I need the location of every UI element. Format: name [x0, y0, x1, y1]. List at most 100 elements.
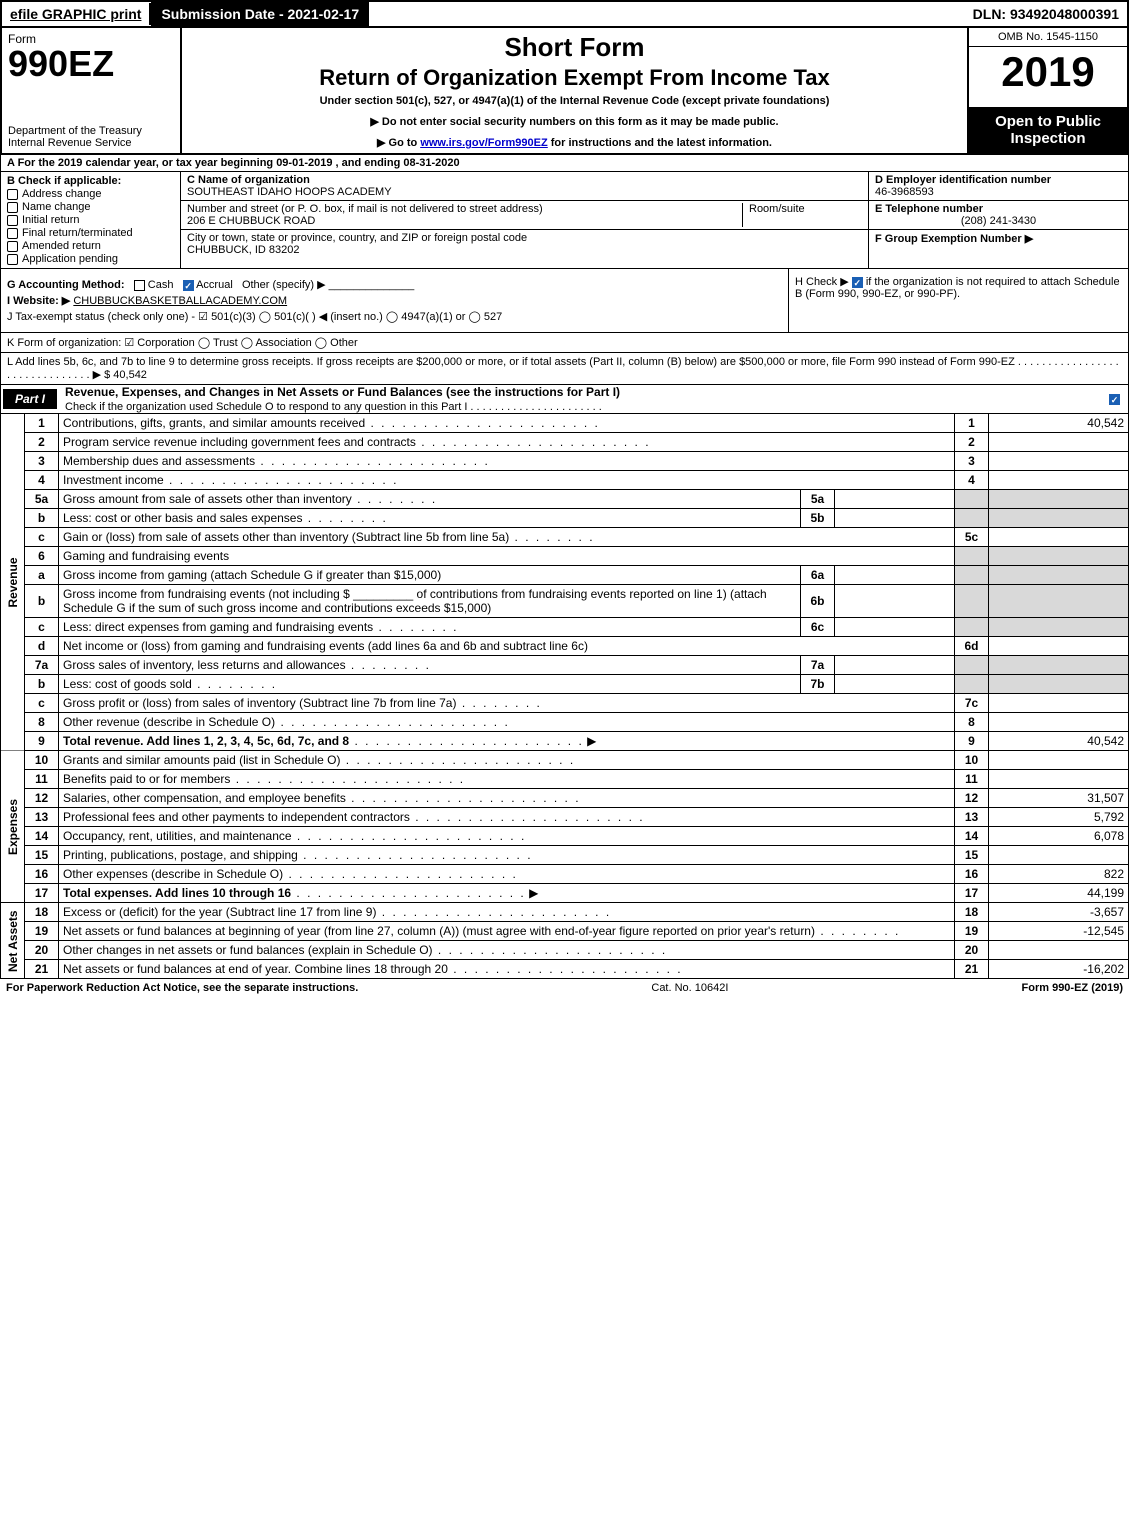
mini-5a: 5a: [801, 490, 835, 509]
desc-17: Total expenses. Add lines 10 through 16: [63, 886, 291, 900]
shade-6b: [955, 585, 989, 618]
minival-5a: [835, 490, 955, 509]
phone: (208) 241-3430: [875, 215, 1122, 227]
ein: 46-3968593: [875, 186, 934, 198]
ln-9: 9: [25, 732, 59, 751]
section-def: D Employer identification number 46-3968…: [868, 172, 1128, 268]
num-10: 10: [955, 751, 989, 770]
chk-amended-return[interactable]: Amended return: [7, 240, 174, 252]
chk-cash[interactable]: [134, 280, 145, 291]
room-suite: Room/suite: [742, 203, 862, 227]
num-4: 4: [955, 471, 989, 490]
ln-11: 11: [25, 770, 59, 789]
shadeval-6c: [989, 618, 1129, 637]
chk-initial-return[interactable]: Initial return: [7, 214, 174, 226]
goto-line: ▶ Go to www.irs.gov/Form990EZ for instru…: [192, 136, 957, 149]
table-row: 9 Total revenue. Add lines 1, 2, 3, 4, 5…: [1, 732, 1129, 751]
shade-5b: [955, 509, 989, 528]
shadeval-7a: [989, 656, 1129, 675]
return-title: Return of Organization Exempt From Incom…: [192, 65, 957, 91]
g-block: G Accounting Method: Cash Accrual Other …: [1, 269, 788, 332]
table-row: a Gross income from gaming (attach Sched…: [1, 566, 1129, 585]
chk-final-return[interactable]: Final return/terminated: [7, 227, 174, 239]
part1-table: Revenue 1 Contributions, gifts, grants, …: [0, 414, 1129, 979]
table-row: 17 Total expenses. Add lines 10 through …: [1, 884, 1129, 903]
val-3: [989, 452, 1129, 471]
ln-6: 6: [25, 547, 59, 566]
table-row: 21 Net assets or fund balances at end of…: [1, 960, 1129, 979]
cat-no: Cat. No. 10642I: [651, 982, 728, 994]
val-17: 44,199: [989, 884, 1129, 903]
omb-number: OMB No. 1545-1150: [969, 28, 1127, 47]
mini-6a: 6a: [801, 566, 835, 585]
chk-schedule-o[interactable]: [1109, 394, 1120, 405]
ln-5c: c: [25, 528, 59, 547]
ln-2: 2: [25, 433, 59, 452]
desc-18: Excess or (deficit) for the year (Subtra…: [63, 905, 611, 919]
mini-7b: 7b: [801, 675, 835, 694]
num-15: 15: [955, 846, 989, 865]
website-row: I Website: ▶ CHUBBUCKBASKETBALLACADEMY.C…: [7, 294, 782, 307]
table-row: 8 Other revenue (describe in Schedule O)…: [1, 713, 1129, 732]
desc-2: Program service revenue including govern…: [63, 435, 651, 449]
header-right: OMB No. 1545-1150 2019 Open to Public In…: [967, 28, 1127, 153]
desc-15: Printing, publications, postage, and shi…: [63, 848, 533, 862]
ln-8: 8: [25, 713, 59, 732]
chk-schedule-b[interactable]: [852, 277, 863, 288]
num-19: 19: [955, 922, 989, 941]
minival-6c: [835, 618, 955, 637]
table-row: d Net income or (loss) from gaming and f…: [1, 637, 1129, 656]
ln-6a: a: [25, 566, 59, 585]
shade-6: [955, 547, 989, 566]
shadeval-6a: [989, 566, 1129, 585]
num-7c: 7c: [955, 694, 989, 713]
table-row: 19 Net assets or fund balances at beginn…: [1, 922, 1129, 941]
tax-year: 2019: [969, 47, 1127, 97]
efile-print-link[interactable]: efile GRAPHIC print: [2, 3, 151, 25]
chk-application-pending[interactable]: Application pending: [7, 253, 174, 265]
ln-6c: c: [25, 618, 59, 637]
row-k: K Form of organization: ☑ Corporation ◯ …: [0, 333, 1129, 353]
table-row: 6 Gaming and fundraising events: [1, 547, 1129, 566]
form-header: Form 990EZ Department of the Treasury In…: [0, 28, 1129, 155]
section-c: C Name of organization SOUTHEAST IDAHO H…: [181, 172, 868, 268]
table-row: Revenue 1 Contributions, gifts, grants, …: [1, 414, 1129, 433]
val-16: 822: [989, 865, 1129, 884]
val-4: [989, 471, 1129, 490]
ln-7b: b: [25, 675, 59, 694]
ln-6d: d: [25, 637, 59, 656]
num-11: 11: [955, 770, 989, 789]
minival-5b: [835, 509, 955, 528]
ln-10: 10: [25, 751, 59, 770]
desc-5c: Gain or (loss) from sale of assets other…: [63, 530, 595, 544]
val-8: [989, 713, 1129, 732]
desc-10: Grants and similar amounts paid (list in…: [63, 753, 575, 767]
desc-6b: Gross income from fundraising events (no…: [59, 585, 801, 618]
part1-badge: Part I: [3, 389, 57, 409]
val-7c: [989, 694, 1129, 713]
irs-link[interactable]: www.irs.gov/Form990EZ: [420, 137, 547, 149]
accounting-method: G Accounting Method: Cash Accrual Other …: [7, 278, 782, 291]
minival-6b: [835, 585, 955, 618]
open-public: Open to Public Inspection: [969, 107, 1127, 153]
chk-name-change[interactable]: Name change: [7, 201, 174, 213]
tax-exempt-status: J Tax-exempt status (check only one) - ☑…: [7, 310, 782, 323]
d-label: D Employer identification number: [875, 174, 1051, 186]
val-2: [989, 433, 1129, 452]
b-label: B Check if applicable:: [7, 175, 174, 187]
shade-7b: [955, 675, 989, 694]
table-row: b Less: cost of goods sold 7b: [1, 675, 1129, 694]
ln-7a: 7a: [25, 656, 59, 675]
part1-sub: Check if the organization used Schedule …: [59, 401, 602, 413]
num-2: 2: [955, 433, 989, 452]
val-9: 40,542: [989, 732, 1129, 751]
num-17: 17: [955, 884, 989, 903]
num-9: 9: [955, 732, 989, 751]
ln-12: 12: [25, 789, 59, 808]
table-row: 16 Other expenses (describe in Schedule …: [1, 865, 1129, 884]
chk-accrual[interactable]: [183, 280, 194, 291]
val-11: [989, 770, 1129, 789]
val-5c: [989, 528, 1129, 547]
website-link[interactable]: CHUBBUCKBASKETBALLACADEMY.COM: [73, 295, 287, 307]
chk-address-change[interactable]: Address change: [7, 188, 174, 200]
